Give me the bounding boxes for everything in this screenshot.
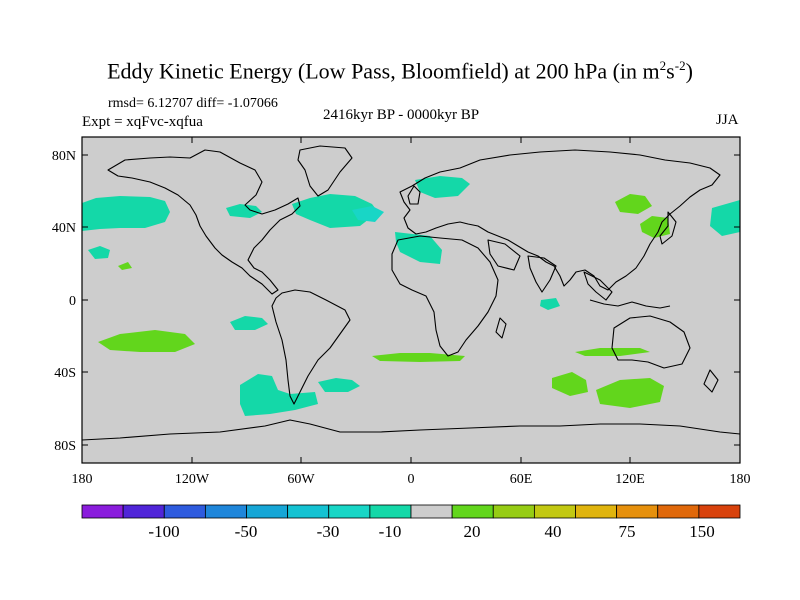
colorbar-swatch bbox=[369, 504, 412, 519]
coast-india bbox=[527, 255, 557, 293]
colorbar-label: -10 bbox=[379, 522, 402, 541]
colorbar-swatch bbox=[163, 504, 206, 519]
colorbar-label: -50 bbox=[235, 522, 258, 541]
colorbar-swatch bbox=[410, 504, 453, 519]
y-tick-label: 40N bbox=[52, 221, 76, 236]
coast-japan bbox=[659, 211, 677, 245]
colorbar-swatch bbox=[81, 504, 124, 519]
coast-eurasia bbox=[399, 149, 721, 291]
region-hawaii-green bbox=[118, 262, 132, 270]
region-sam-blue bbox=[240, 374, 318, 416]
region-natl-blue bbox=[292, 194, 378, 228]
x-tick-label: 60W bbox=[287, 472, 315, 487]
region-epac-blue bbox=[230, 316, 268, 330]
region-nafrica-blue bbox=[395, 232, 442, 264]
coast-madagascar bbox=[495, 317, 507, 339]
region-npac-blue-2 bbox=[88, 246, 110, 259]
region-spac-green-2 bbox=[575, 348, 650, 356]
colorbar-swatch bbox=[287, 504, 330, 519]
colorbar-swatch bbox=[246, 504, 289, 519]
coast-australia bbox=[611, 315, 691, 369]
y-tick-label: 80S bbox=[54, 439, 76, 454]
colorbar-swatch bbox=[575, 504, 618, 519]
coast-new-zealand bbox=[703, 369, 719, 393]
colorbar-swatch bbox=[616, 504, 659, 519]
experiment-label: Expt = xqFvc-xqfua bbox=[82, 114, 203, 130]
coastlines bbox=[82, 145, 740, 441]
x-tick-label: 180 bbox=[730, 472, 751, 487]
y-tick-label: 80N bbox=[52, 149, 76, 164]
coast-greenland bbox=[297, 145, 353, 197]
chart-title: Eddy Kinetic Energy (Low Pass, Bloomfiel… bbox=[107, 58, 693, 84]
period-label: 2416kyr BP - 0000kyr BP bbox=[323, 107, 480, 123]
colorbar-swatch bbox=[492, 504, 535, 519]
colorbar-swatch bbox=[451, 504, 494, 519]
colorbar-swatch bbox=[657, 504, 700, 519]
region-spac-green bbox=[98, 330, 195, 352]
colorbar-swatch bbox=[204, 504, 247, 519]
coast-se-asia bbox=[583, 271, 613, 301]
colorbar-swatch bbox=[122, 504, 165, 519]
colorbar-swatch bbox=[698, 504, 741, 519]
coast-africa bbox=[391, 235, 499, 357]
region-satl-blue bbox=[318, 378, 360, 392]
colorbar-label: 75 bbox=[619, 522, 636, 541]
coast-uk bbox=[407, 185, 421, 205]
axis-ticks bbox=[81, 137, 741, 463]
region-sind-green bbox=[552, 372, 588, 396]
colorbar-label: 150 bbox=[689, 522, 715, 541]
coast-indonesia bbox=[589, 299, 671, 309]
region-eur-blue bbox=[415, 176, 470, 198]
coast-antarctica bbox=[82, 419, 740, 441]
x-tick-label: 60E bbox=[510, 472, 533, 487]
region-natl-dark bbox=[352, 206, 384, 222]
coast-arabia bbox=[487, 239, 521, 271]
x-tick-label: 120E bbox=[615, 472, 645, 487]
x-tick-label: 0 bbox=[408, 472, 415, 487]
y-tick-label: 0 bbox=[69, 294, 76, 309]
region-npac-blue bbox=[82, 196, 170, 231]
region-satl-green bbox=[372, 353, 465, 362]
colorbar-label: 20 bbox=[464, 522, 481, 541]
coast-north-america bbox=[107, 149, 301, 295]
region-rus-green bbox=[615, 194, 652, 214]
colorbar-swatch bbox=[533, 504, 576, 519]
season-label: JJA bbox=[716, 112, 739, 128]
colorbar bbox=[81, 504, 741, 519]
coast-south-america bbox=[271, 289, 351, 405]
region-npac-east-blue bbox=[710, 200, 740, 236]
colorbar-label: 40 bbox=[545, 522, 562, 541]
colorbar-label: -30 bbox=[317, 522, 340, 541]
region-saus-green bbox=[596, 378, 664, 408]
colorbar-label: -100 bbox=[148, 522, 179, 541]
x-tick-label: 180 bbox=[72, 472, 93, 487]
x-tick-label: 120W bbox=[175, 472, 210, 487]
region-eafr-blue bbox=[540, 298, 560, 310]
y-tick-label: 40S bbox=[54, 366, 76, 381]
colorbar-swatch bbox=[328, 504, 371, 519]
stats-label: rmsd= 6.12707 diff= -1.07066 bbox=[108, 96, 278, 111]
region-nam-blue bbox=[226, 204, 262, 218]
